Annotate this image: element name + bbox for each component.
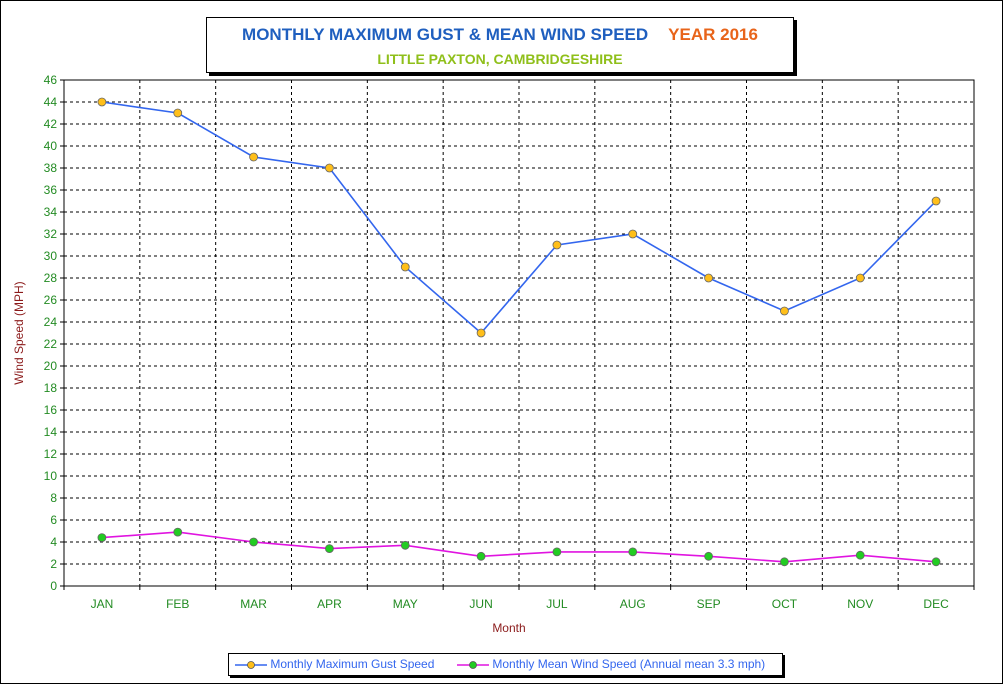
x-tick-label: MAY	[393, 597, 418, 611]
chart-title-year: YEAR 2016	[668, 25, 758, 44]
y-axis-label: Wind Speed (MPH)	[12, 281, 26, 384]
data-point-mean	[476, 551, 486, 561]
chart-title: MONTHLY MAXIMUM GUST & MEAN WIND SPEED YE…	[207, 25, 793, 45]
y-tick-label: 28	[44, 271, 58, 285]
y-tick-label: 38	[44, 161, 58, 175]
data-point-mean	[249, 537, 258, 547]
x-tick-label: JUL	[546, 597, 568, 611]
x-tick-label: SEP	[697, 597, 721, 611]
x-tick-label: FEB	[166, 597, 189, 611]
data-point-mean	[552, 547, 562, 557]
y-tick-label: 16	[44, 403, 58, 417]
data-point-gust	[855, 273, 865, 283]
data-point-mean	[628, 547, 638, 557]
x-tick-label: MAR	[240, 597, 267, 611]
y-tick-label: 40	[44, 139, 58, 153]
y-tick-label: 4	[50, 535, 57, 549]
y-tick-label: 20	[44, 359, 58, 373]
y-tick-label: 36	[44, 183, 58, 197]
legend-label-gust: Monthly Maximum Gust Speed	[270, 657, 435, 671]
legend-label-mean: Monthly Mean Wind Speed (Annual mean 3.3…	[492, 657, 766, 671]
data-point-mean	[931, 557, 941, 567]
data-point-gust	[325, 163, 334, 173]
data-point-gust	[704, 273, 713, 283]
legend-item-gust: Monthly Maximum Gust Speed	[235, 657, 434, 671]
y-tick-label: 14	[44, 425, 58, 439]
plot-border	[63, 79, 975, 587]
data-point-mean	[400, 540, 410, 550]
series-line-mean	[101, 531, 937, 563]
chart-title-box: MONTHLY MAXIMUM GUST & MEAN WIND SPEED YE…	[206, 17, 794, 73]
data-point-gust	[249, 152, 258, 162]
chart-legend: Monthly Maximum Gust Speed Monthly Mean …	[228, 653, 783, 676]
chart-subtitle: LITTLE PAXTON, CAMBRIDGESHIRE	[377, 51, 623, 67]
x-tick-label: APR	[317, 597, 342, 611]
x-tick-label: JAN	[91, 597, 114, 611]
data-point-gust	[173, 108, 183, 118]
y-tick-label: 6	[50, 513, 57, 527]
chart-title-main: MONTHLY MAXIMUM GUST & MEAN WIND SPEED	[242, 25, 649, 44]
y-tick-label: 22	[44, 337, 58, 351]
y-tick-label: 0	[50, 579, 57, 593]
data-point-mean	[704, 551, 713, 561]
y-tick-label: 42	[44, 117, 58, 131]
data-point-gust	[476, 328, 486, 338]
x-tick-label: OCT	[772, 597, 798, 611]
x-axis-label: Month	[492, 621, 525, 635]
y-tick-label: 32	[44, 227, 58, 241]
data-point-mean	[97, 533, 107, 542]
y-tick-label: 8	[50, 491, 57, 505]
data-point-gust	[400, 262, 410, 272]
data-point-gust	[97, 97, 107, 107]
data-point-gust	[931, 196, 941, 206]
legend-swatch-mean	[457, 660, 489, 669]
data-point-mean	[855, 550, 865, 560]
data-point-gust	[780, 306, 789, 316]
data-point-mean	[173, 527, 183, 537]
x-tick-label: DEC	[923, 597, 949, 611]
x-tick-label: JUN	[469, 597, 492, 611]
y-tick-label: 10	[44, 469, 58, 483]
series-line-gust	[101, 101, 937, 335]
data-point-mean	[325, 544, 334, 553]
y-tick-label: 12	[44, 447, 58, 461]
y-tick-label: 24	[44, 315, 58, 329]
y-tick-label: 46	[44, 73, 58, 87]
legend-swatch-gust	[235, 660, 267, 669]
y-tick-label: 30	[44, 249, 58, 263]
legend-item-mean: Monthly Mean Wind Speed (Annual mean 3.3…	[457, 657, 765, 671]
y-tick-label: 18	[44, 381, 58, 395]
y-tick-label: 26	[44, 293, 58, 307]
data-point-gust	[552, 240, 562, 250]
data-point-gust	[628, 229, 638, 239]
y-tick-label: 2	[50, 557, 57, 571]
x-tick-label: NOV	[847, 597, 873, 611]
y-tick-label: 34	[44, 205, 58, 219]
y-tick-label: 44	[44, 95, 58, 109]
data-point-mean	[780, 557, 789, 567]
x-tick-label: AUG	[620, 597, 646, 611]
